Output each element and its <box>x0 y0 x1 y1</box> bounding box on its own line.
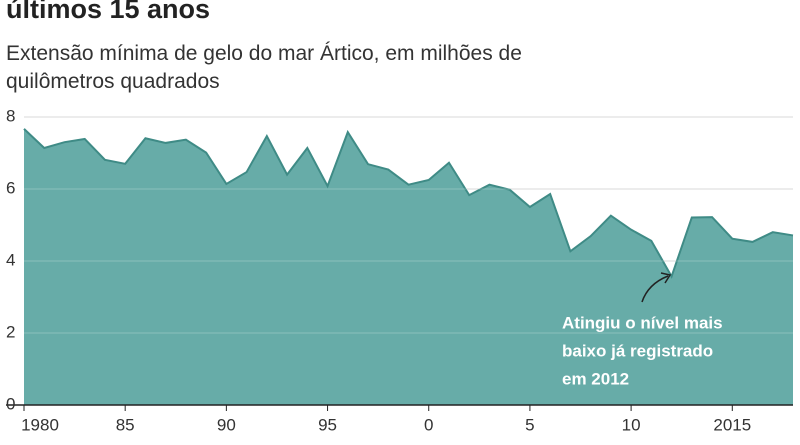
chart-subtitle: Extensão mínima de gelo do mar Ártico, e… <box>6 42 522 93</box>
x-tick-label: 0 <box>424 415 433 434</box>
y-tick-label: 8 <box>6 106 15 125</box>
x-tick-label: 95 <box>318 415 337 434</box>
x-tick-label: 5 <box>525 415 534 434</box>
y-tick-label: 4 <box>6 250 15 269</box>
chart-title: últimos 15 anos <box>6 0 211 24</box>
annotation-arrowhead <box>660 272 672 284</box>
overlay: 0 2 4 6 8 1980 85 90 95 0 5 10 2015 Atingiu o nível m… <box>6 106 751 434</box>
annotation: em 2012 <box>562 369 629 388</box>
x-tick-label: 2015 <box>713 415 751 434</box>
plot <box>6 116 794 406</box>
x-tick-label: 90 <box>217 415 236 434</box>
annotation-arrow <box>641 275 669 303</box>
x-tick-label: 10 <box>622 415 641 434</box>
y-tick-label: 0 <box>6 394 15 413</box>
annotation: Atingiu o nível mais <box>562 313 723 332</box>
x-tick-label: 85 <box>116 415 135 434</box>
line <box>23 128 794 279</box>
y-tick-label: 6 <box>6 178 15 197</box>
area <box>24 128 793 405</box>
y-tick-label: 2 <box>6 322 15 341</box>
x-tick-label: 1980 <box>21 415 59 434</box>
annotation: baixo já registrado <box>562 341 713 360</box>
